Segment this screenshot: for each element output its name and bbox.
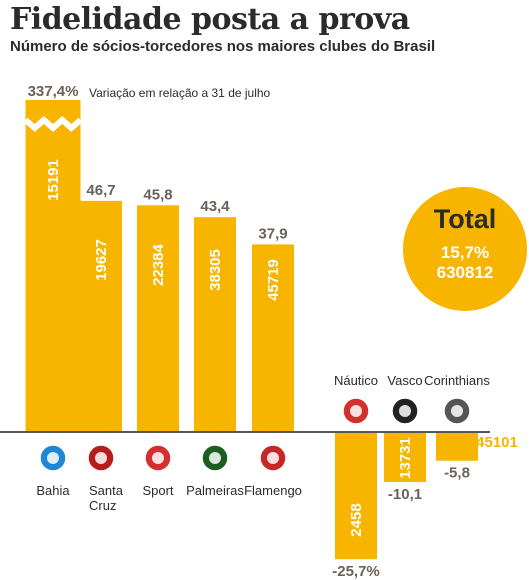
- member-value: 13731: [397, 437, 414, 479]
- bar: [436, 432, 478, 461]
- variation-note: Variação em relação a 31 de julho: [89, 86, 271, 100]
- bar: [137, 205, 179, 432]
- category-label: Bahia: [36, 483, 70, 498]
- total-variation: 15,7%: [440, 243, 490, 262]
- total-value: 630812: [436, 263, 494, 282]
- crest-inner: [350, 405, 362, 417]
- bar: [335, 432, 377, 560]
- crest-inner: [95, 452, 107, 464]
- corinthians-crest-icon: [443, 397, 471, 425]
- category-label: Palmeiras: [186, 483, 244, 498]
- category-label: Santa Cruz: [89, 483, 124, 513]
- member-value: 45719: [265, 259, 282, 301]
- category-label: Vasco: [387, 373, 422, 388]
- member-value: 45101: [476, 434, 518, 451]
- bar: [252, 244, 294, 432]
- bar: [384, 432, 426, 482]
- member-value: 15191: [45, 159, 62, 201]
- variation-label: 46,7: [86, 182, 115, 199]
- axis-break-mark: [23, 116, 83, 132]
- variation-label: 37,9: [258, 225, 287, 242]
- sport-crest-icon: [144, 444, 172, 472]
- bar: [80, 200, 122, 432]
- bar: [25, 100, 81, 432]
- variation-label: 45,8: [143, 186, 172, 203]
- crest-inner: [47, 452, 59, 464]
- member-value: 19627: [93, 239, 110, 281]
- crest-inner: [152, 452, 164, 464]
- variation-label: 43,4: [200, 198, 230, 215]
- bar: [194, 217, 236, 432]
- member-value: 2458: [348, 503, 365, 536]
- variation-label: -10,1: [388, 486, 422, 503]
- nautico-crest-icon: [342, 397, 370, 425]
- vasco-crest-icon: [391, 397, 419, 425]
- total-label: Total: [433, 204, 497, 234]
- palmeiras-crest-icon: [201, 444, 229, 472]
- member-value: 38305: [207, 249, 224, 291]
- total-badge: Total 15,7% 630812: [403, 187, 527, 311]
- category-label: Náutico: [334, 373, 378, 388]
- category-label-line: Santa: [89, 483, 124, 498]
- crest-inner: [267, 452, 279, 464]
- category-label: Corinthians: [424, 373, 490, 388]
- bahia-crest-icon: [39, 444, 67, 472]
- chart-subtitle: Número de sócios-torcedores nos maiores …: [10, 38, 436, 55]
- category-label-line: Cruz: [89, 498, 116, 513]
- crest-inner: [209, 452, 221, 464]
- variation-label: -25,7%: [332, 563, 380, 580]
- variation-label: -5,8: [444, 465, 470, 482]
- variation-label: 337,4%: [28, 83, 79, 100]
- crest-inner: [399, 405, 411, 417]
- category-label: Flamengo: [244, 483, 302, 498]
- chart-title: Fidelidade posta a prova: [10, 2, 410, 37]
- member-value: 22384: [150, 243, 167, 285]
- category-label: Sport: [142, 483, 173, 498]
- crest-inner: [451, 405, 463, 417]
- flamengo-crest-icon: [259, 444, 287, 472]
- santa-cruz-crest-icon: [87, 444, 115, 472]
